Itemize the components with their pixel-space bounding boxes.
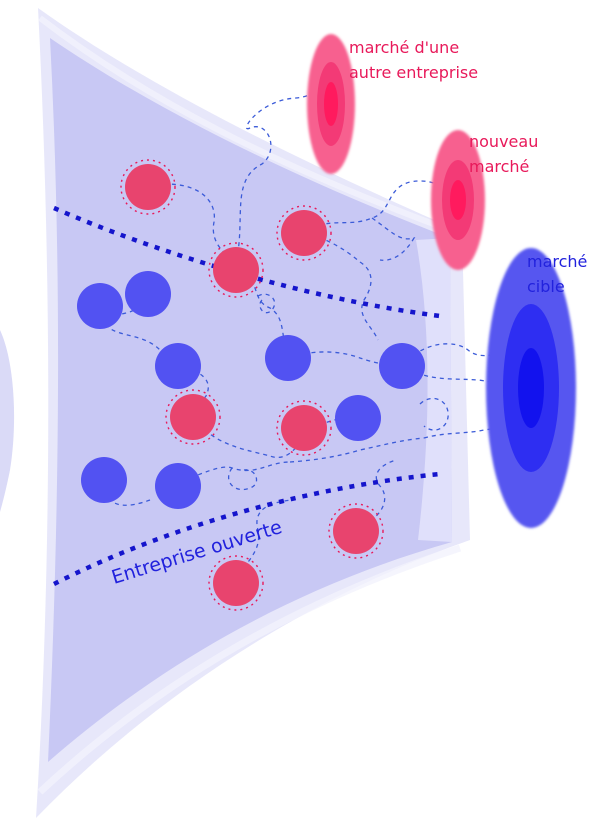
market-new xyxy=(431,130,485,270)
label-new-market-line1: nouveau xyxy=(469,132,538,151)
trajectory-path xyxy=(287,351,403,367)
label-target-market-line1: marché xyxy=(527,252,587,271)
pink-node xyxy=(276,205,332,261)
label-target-market-line2: cible xyxy=(527,277,565,296)
blue-node xyxy=(379,343,425,389)
blue-node xyxy=(77,283,123,329)
pink-node xyxy=(328,503,384,559)
blue-nodes xyxy=(77,271,425,509)
pink-node xyxy=(276,400,332,456)
left-edge-fragment xyxy=(0,330,15,512)
trajectory-path xyxy=(175,461,291,485)
panel-highlight-right xyxy=(416,238,452,542)
label-other-company-market-line1: marché d'une xyxy=(349,38,459,57)
blue-node xyxy=(81,457,127,503)
trajectory-path xyxy=(419,397,449,431)
pink-node xyxy=(165,389,221,445)
trajectory-path xyxy=(227,467,258,491)
pink-node xyxy=(208,555,264,611)
trajectory-path xyxy=(371,217,416,261)
trajectory-path xyxy=(303,180,457,233)
enterprise-panel xyxy=(36,8,470,818)
blue-node xyxy=(155,463,201,509)
pink-node xyxy=(208,242,264,298)
blue-node xyxy=(125,271,171,317)
panel-highlight-top xyxy=(38,15,457,235)
blue-node xyxy=(265,335,311,381)
blue-node xyxy=(155,343,201,389)
panel-highlight-bottom xyxy=(37,544,462,795)
pink-nodes xyxy=(120,159,384,611)
trajectory-path xyxy=(303,231,379,341)
pink-node xyxy=(120,159,176,215)
trajectory-path xyxy=(257,293,276,314)
trajectory-path xyxy=(235,86,331,263)
label-other-company-market-line2: autre entreprise xyxy=(349,63,478,82)
market-other-company xyxy=(307,34,355,174)
label-new-market-line2: marché xyxy=(469,157,529,176)
boundary-lines xyxy=(52,205,441,587)
blue-node xyxy=(335,395,381,441)
trajectory-path xyxy=(401,343,511,367)
lower-boundary-line xyxy=(52,471,441,587)
market-target xyxy=(486,248,576,528)
panel-surface xyxy=(48,38,452,762)
trajectory-path xyxy=(193,417,305,458)
